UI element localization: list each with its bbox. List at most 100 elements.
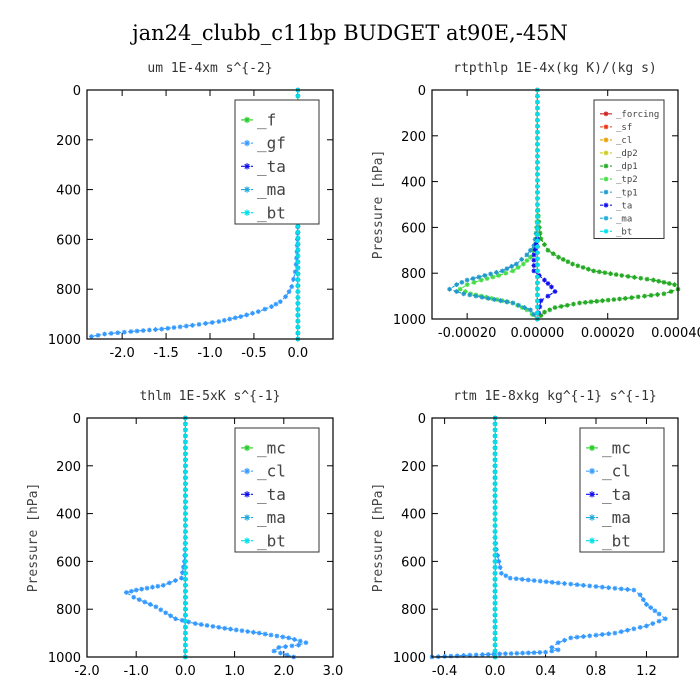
- series-marker: [464, 277, 470, 283]
- y-tick-label: 600: [401, 555, 426, 570]
- legend-label: _ta: [616, 201, 632, 211]
- series-marker: [602, 270, 608, 276]
- series-marker: [492, 475, 498, 481]
- series-marker: [528, 254, 533, 260]
- series-marker: [535, 214, 540, 219]
- series-marker: [295, 330, 301, 336]
- legend-marker: [588, 537, 596, 544]
- legend-marker: [243, 139, 251, 147]
- series-marker: [177, 324, 183, 330]
- series-marker: [183, 421, 188, 427]
- series-marker: [555, 580, 561, 586]
- series-marker: [183, 493, 188, 499]
- series-marker: [612, 630, 618, 636]
- series-marker: [480, 652, 485, 658]
- series-marker: [159, 326, 165, 332]
- series-marker: [535, 286, 540, 292]
- series-marker: [535, 141, 540, 147]
- series-marker: [492, 451, 498, 457]
- series-marker: [549, 284, 554, 290]
- legend-marker: [243, 116, 251, 124]
- series-marker: [549, 648, 555, 654]
- series-marker: [485, 295, 491, 301]
- series-marker: [171, 325, 177, 330]
- series-marker: [543, 649, 548, 655]
- series-marker: [605, 297, 611, 303]
- x-tick-label: 0.0: [485, 664, 506, 679]
- series-marker: [183, 547, 188, 552]
- series-marker: [494, 297, 500, 302]
- legend-label: _cl: [616, 136, 632, 146]
- series-marker: [277, 299, 283, 305]
- series-marker: [510, 268, 516, 274]
- series-marker: [295, 301, 301, 306]
- series-marker: [303, 640, 309, 646]
- series-marker: [499, 268, 505, 274]
- series-marker: [528, 247, 533, 253]
- series-marker: [531, 257, 537, 263]
- x-tick-label: 0.00040: [651, 326, 700, 341]
- series-marker: [503, 573, 509, 579]
- series-marker: [269, 304, 274, 310]
- series-marker: [520, 261, 526, 267]
- series-marker: [492, 564, 498, 570]
- series-marker: [183, 582, 188, 588]
- series-marker: [591, 268, 597, 274]
- series-marker: [625, 587, 630, 592]
- legend-label: _tp1: [616, 188, 638, 198]
- series-marker: [467, 292, 473, 298]
- series-marker: [153, 327, 158, 332]
- y-tick-label: 200: [56, 134, 81, 149]
- series-marker: [183, 630, 188, 636]
- series-marker: [239, 628, 245, 634]
- series-marker: [625, 274, 631, 279]
- series-marker: [537, 578, 543, 584]
- y-tick-label: 200: [56, 460, 81, 475]
- series-marker: [271, 648, 277, 654]
- series-marker: [492, 433, 498, 439]
- series-marker: [611, 297, 617, 302]
- series-marker: [552, 305, 558, 310]
- series-marker: [183, 323, 189, 329]
- y-tick-label: 400: [401, 176, 426, 191]
- series-marker: [543, 579, 549, 585]
- series-marker: [568, 635, 574, 641]
- panel-4: rtm 1E-8xkg kg^{-1} s^{-1} Pressure [hPa]…: [371, 389, 679, 679]
- legend-marker: [588, 467, 596, 475]
- series-marker: [489, 295, 495, 301]
- series-marker: [532, 247, 538, 252]
- legend-marker: [243, 514, 251, 521]
- series-marker: [492, 487, 498, 493]
- x-tick-label: -0.4: [432, 664, 457, 679]
- series-marker: [520, 650, 526, 656]
- series-marker: [183, 505, 188, 511]
- series-marker: [222, 625, 228, 631]
- series-marker: [292, 637, 297, 642]
- series-marker: [535, 153, 540, 159]
- legend-box: [593, 99, 665, 239]
- series-marker: [538, 298, 544, 304]
- series-marker: [492, 594, 498, 600]
- series-marker: [168, 613, 174, 619]
- series-marker: [608, 271, 613, 277]
- series-marker: [183, 559, 188, 564]
- series-marker: [542, 242, 547, 247]
- x-tick-label: -1.0: [197, 346, 222, 361]
- series-marker: [535, 165, 540, 171]
- series-marker: [618, 586, 624, 592]
- y-tick-label: 1000: [48, 651, 81, 666]
- series-marker: [515, 265, 521, 270]
- series-marker: [537, 650, 543, 655]
- series-marker: [524, 307, 530, 313]
- series-marker: [574, 582, 580, 588]
- series-marker: [192, 621, 198, 626]
- series-marker: [295, 253, 301, 259]
- series-marker: [655, 292, 660, 297]
- series-marker: [142, 599, 148, 605]
- series-marker: [492, 636, 498, 642]
- series-marker: [289, 284, 295, 290]
- series-marker: [535, 129, 540, 135]
- series-marker: [617, 296, 622, 302]
- series-marker: [183, 570, 188, 576]
- series-marker: [535, 250, 540, 256]
